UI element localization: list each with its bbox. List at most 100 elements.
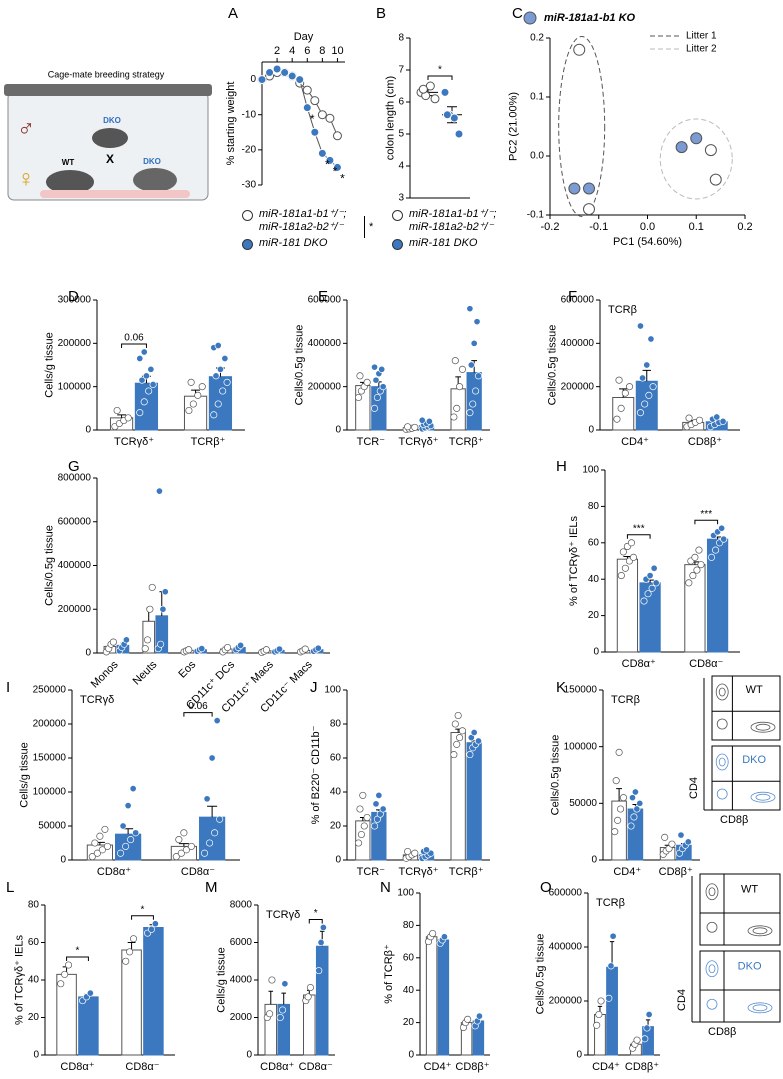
y-tick-label: 0: [335, 855, 341, 866]
data-point: [357, 830, 365, 839]
legend-label: miR-181 DKO: [259, 237, 328, 249]
data-point: [177, 849, 185, 857]
y-tick-label: 60: [403, 952, 415, 963]
panel-label: TCRβ: [608, 304, 637, 316]
data-point: [317, 938, 325, 947]
y-axis-label: % of TCRγδ⁺ IELs: [14, 935, 26, 1025]
data-point: [332, 131, 342, 141]
x-tick-label: TCRγδ⁺: [398, 866, 438, 878]
data-point: [647, 335, 655, 343]
data-point: [122, 957, 130, 965]
y-tick-label: 2000: [230, 1012, 253, 1023]
y-tick-label: -20: [242, 144, 257, 155]
data-point: [373, 393, 381, 402]
data-point: [713, 413, 721, 421]
data-point: [650, 564, 658, 572]
y-tick-label: 8: [398, 33, 404, 44]
data-point: [425, 417, 433, 425]
y-tick-label: 100: [324, 685, 341, 696]
y-tick-label: 600000: [308, 295, 342, 306]
data-point: [429, 929, 437, 938]
error-bar: [178, 843, 189, 847]
x-tick-label: TCRγδ⁺: [114, 436, 154, 448]
legend-item: miR-181 DKO: [242, 237, 360, 250]
data-point: [595, 1010, 603, 1019]
data-point: [378, 365, 386, 373]
significance-bracket: [183, 712, 213, 717]
panel-letter: M: [205, 879, 218, 896]
x-tick-label: TCR⁻: [357, 436, 386, 448]
significance-label: ***: [633, 523, 645, 534]
legend-marker: [242, 210, 253, 221]
data-point: [136, 409, 144, 417]
data-point: [583, 203, 595, 216]
data-point: [354, 839, 363, 847]
x-tick-label: CD8β⁺: [659, 866, 693, 878]
panel-label: TCRγδ: [80, 694, 114, 706]
data-point: [98, 846, 106, 854]
data-point: [597, 997, 605, 1005]
data-point: [93, 849, 101, 857]
significance-bracket: [427, 75, 453, 80]
legend-label: miR-181a1-b1 KO: [544, 12, 636, 24]
data-point: [636, 799, 644, 807]
data-point: [175, 836, 183, 844]
data-point: [268, 976, 276, 984]
significance-label: *: [325, 158, 330, 172]
significance-label: *: [310, 112, 315, 126]
flow-contour: [752, 1004, 768, 1012]
data-point: [257, 75, 267, 85]
significance-label: *: [438, 65, 442, 76]
data-point: [157, 640, 165, 648]
y-tick-label: 0.0: [530, 151, 544, 162]
data-point: [147, 365, 155, 373]
data-point: [211, 829, 219, 837]
y-tick-label: 4: [398, 161, 404, 172]
data-point: [272, 64, 282, 74]
data-point: [359, 791, 367, 799]
data-point: [685, 579, 693, 587]
data-point: [187, 842, 195, 850]
data-point: [203, 795, 211, 803]
data-point: [693, 566, 701, 574]
data-point: [117, 849, 125, 857]
illustration-title: Cage-mate breeding strategy: [48, 69, 165, 79]
flow-contour: [755, 793, 771, 801]
data-point: [404, 847, 412, 856]
y-tick-label: 100000: [33, 787, 67, 798]
data-point: [147, 925, 156, 933]
data-point: [619, 794, 628, 802]
y-tick-label: 200000: [33, 719, 67, 730]
data-point: [315, 967, 323, 975]
panel-letter: J: [310, 679, 318, 696]
data-point: [643, 1024, 651, 1032]
data-point: [628, 794, 637, 802]
significance-label: *: [340, 172, 345, 186]
data-point: [454, 711, 462, 720]
cage-lid: [4, 84, 212, 96]
data-point: [619, 548, 627, 556]
y-tick-label: 0.2: [530, 33, 544, 44]
y-tick-label: 200000: [308, 381, 342, 392]
data-point: [451, 720, 459, 728]
y-tick-label: 60: [588, 537, 600, 548]
data-point: [119, 822, 127, 830]
panel-letter: E: [318, 288, 328, 305]
y-tick-label: 0: [593, 647, 599, 658]
data-point: [194, 391, 202, 399]
x-tick-label: TCRβ⁺: [191, 436, 226, 448]
y-axis-label: % starting weight: [225, 82, 237, 166]
data-point: [450, 751, 458, 759]
data-point: [185, 646, 193, 654]
x-tick-label: CD8α⁺: [260, 1061, 294, 1073]
significance-label: 0.06: [188, 701, 208, 712]
data-point: [148, 583, 156, 591]
data-point: [198, 645, 206, 653]
data-point: [474, 737, 483, 745]
mouse: [133, 168, 177, 192]
data-point: [404, 423, 412, 431]
y-axis-label: Cells/0.5g tissue: [43, 525, 55, 606]
y-tick-label: 50000: [38, 821, 66, 832]
data-point: [363, 813, 371, 822]
